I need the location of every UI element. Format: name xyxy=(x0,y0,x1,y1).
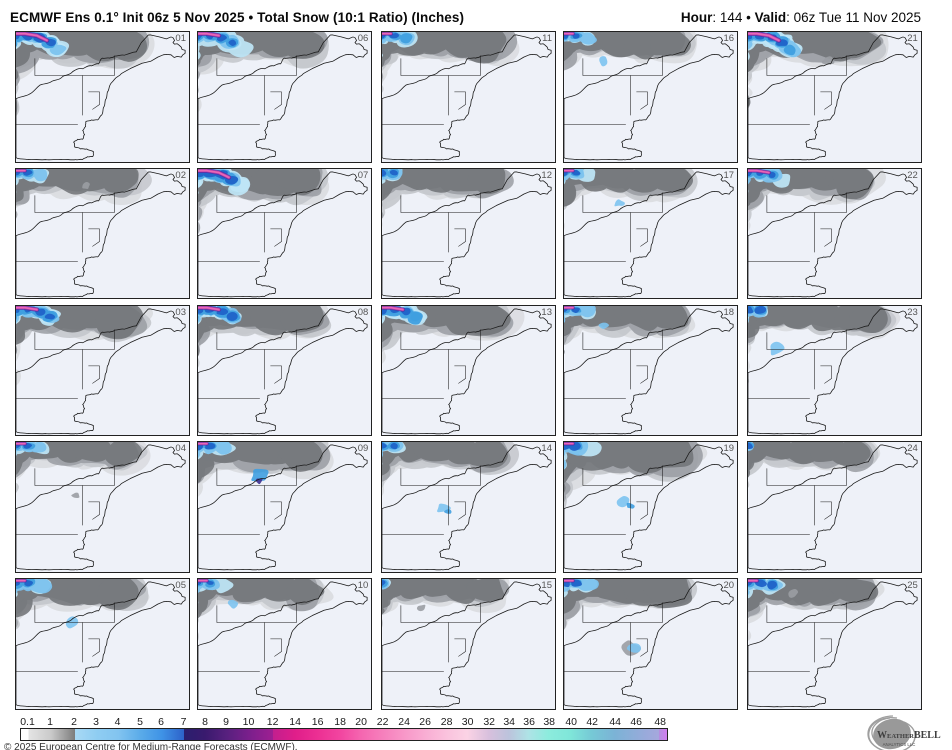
svg-text:ANALYTICS LLC: ANALYTICS LLC xyxy=(883,742,916,747)
